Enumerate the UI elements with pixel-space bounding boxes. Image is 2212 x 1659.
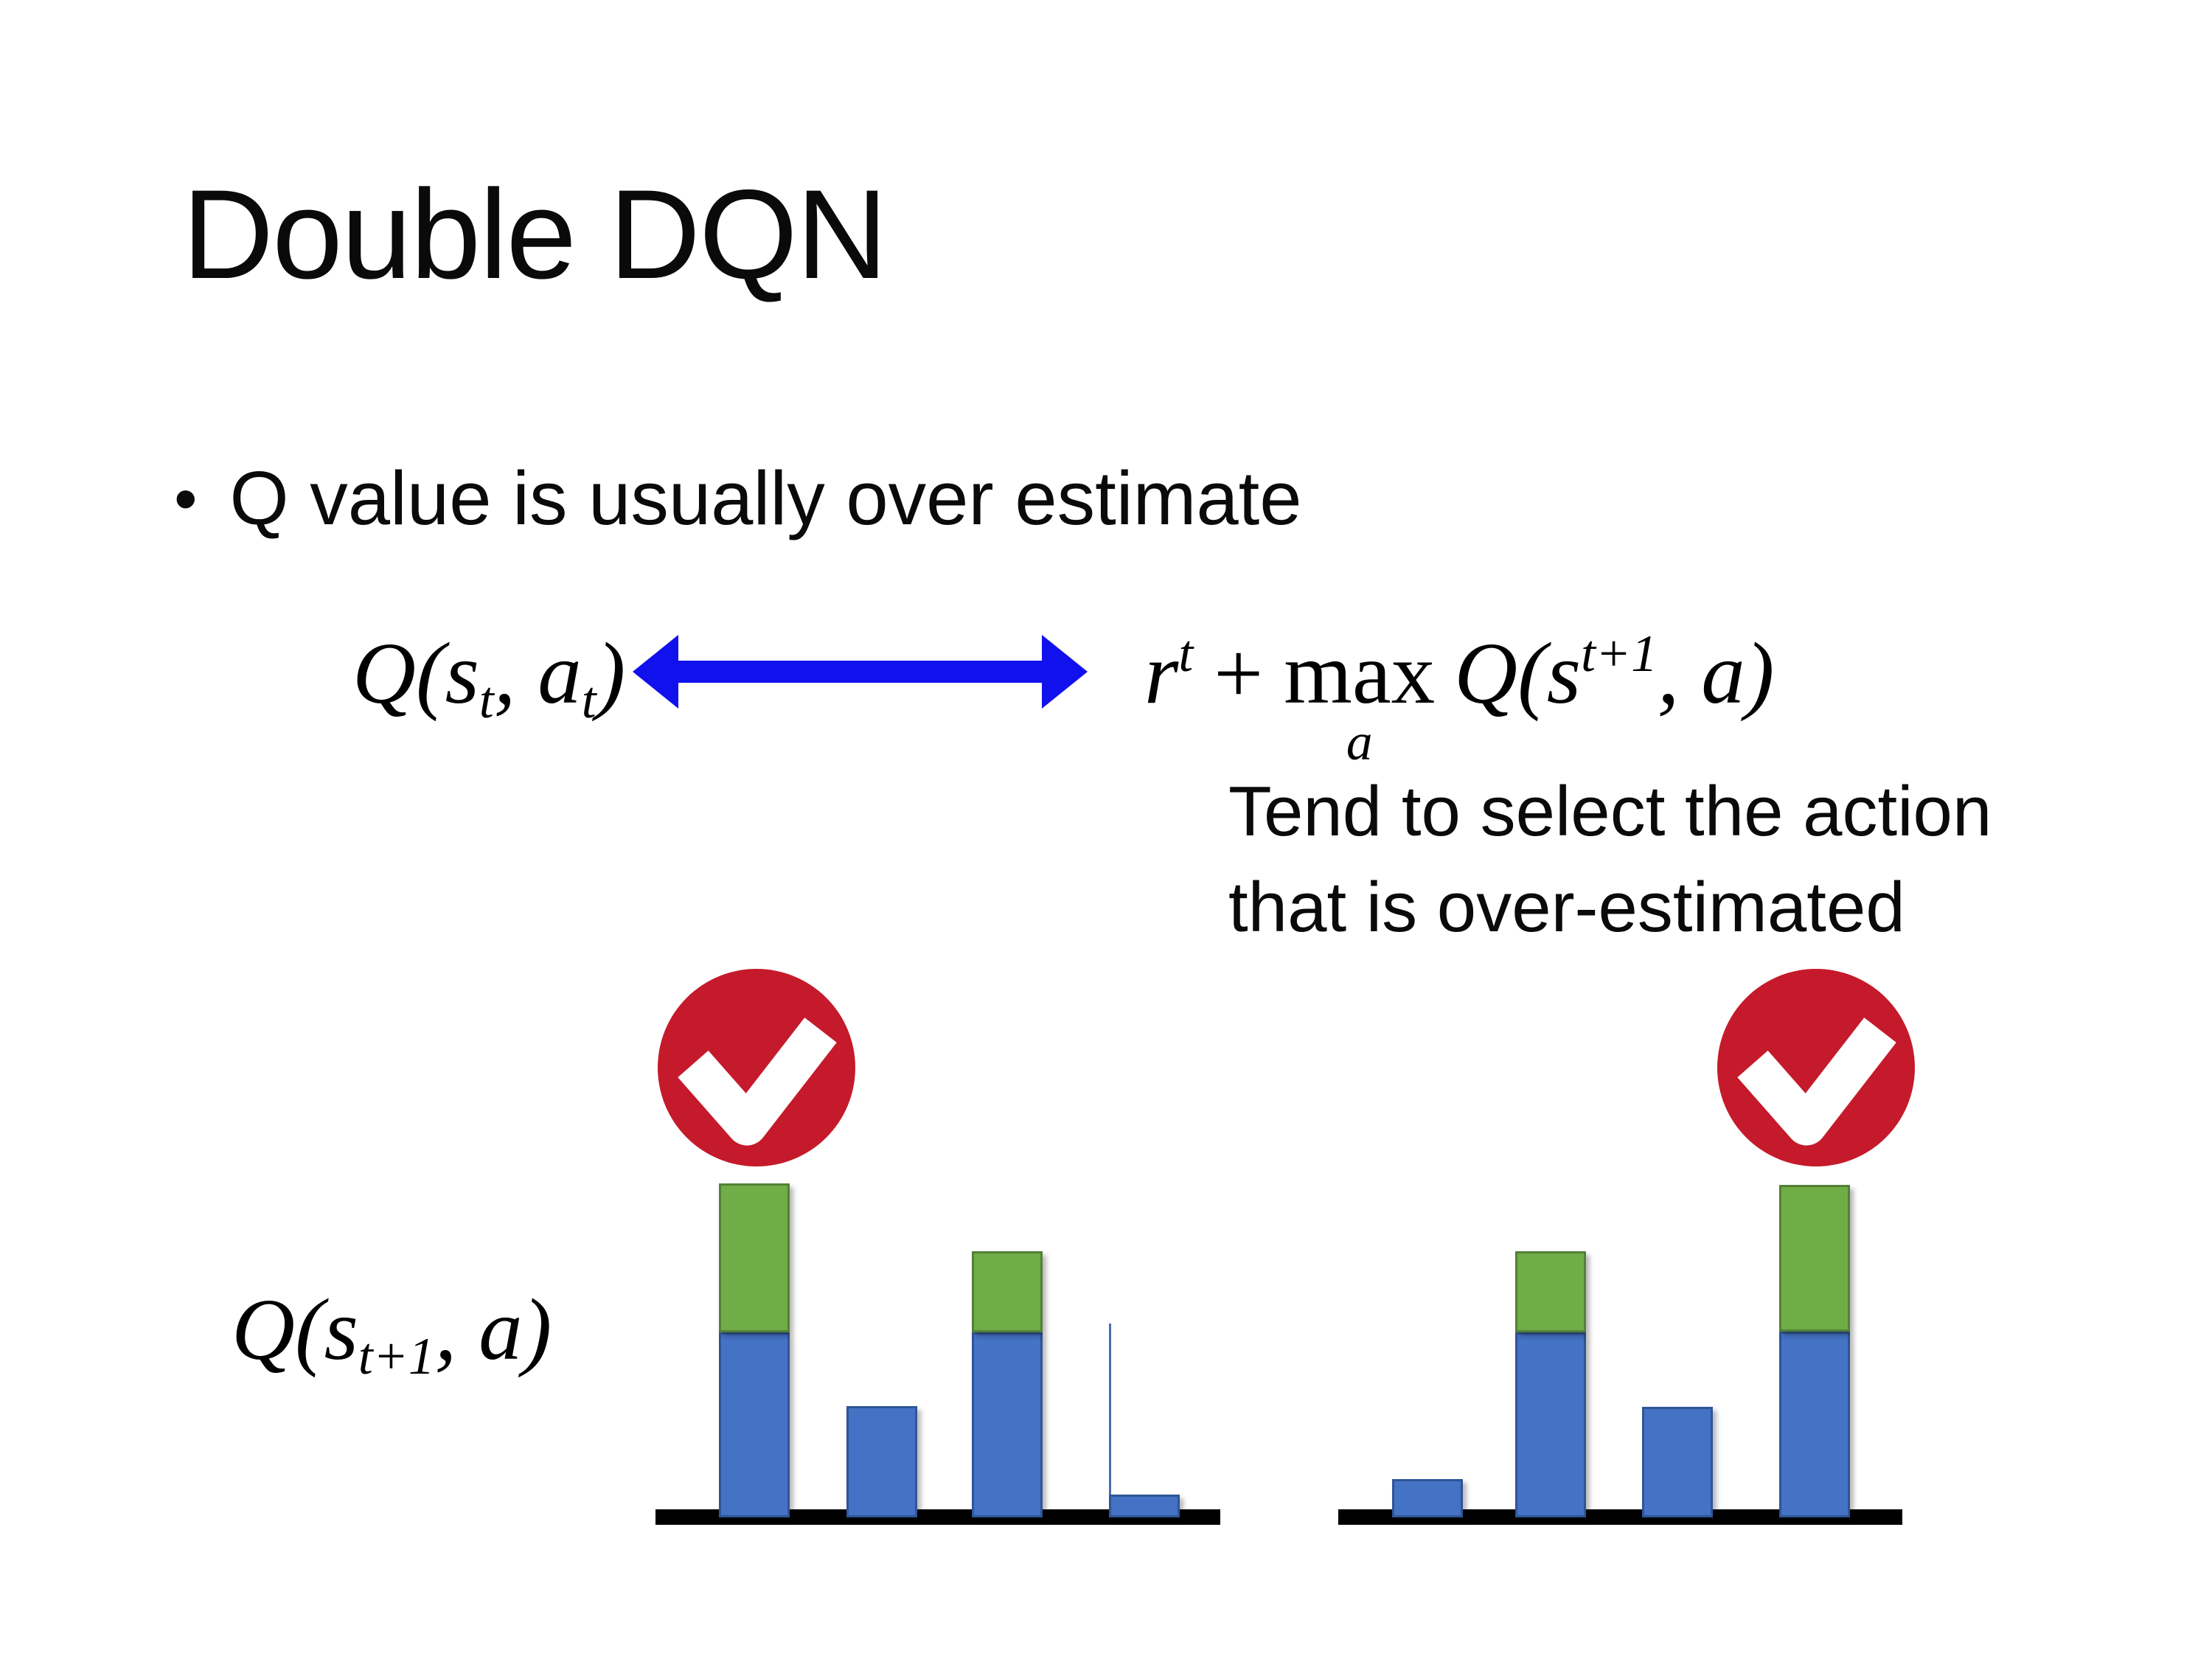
max-label: max (1284, 625, 1436, 722)
page-title: Double DQN (182, 164, 888, 305)
math-token: , a (1657, 625, 1745, 722)
subscript: t+1 (1581, 625, 1658, 683)
leftover-bar-edge-line (1109, 1324, 1111, 1495)
double-arrow-shape (633, 635, 1088, 709)
bar-segment-blue (1515, 1332, 1586, 1517)
annotation-text: Tend to select the action that is over-e… (1228, 764, 1992, 955)
bar-segment-blue (972, 1332, 1043, 1517)
bar-segment-blue (846, 1406, 917, 1517)
math-token: , a (434, 1281, 523, 1378)
bullet-marker: • (174, 462, 198, 536)
formula-q-current: Q(st, at) (352, 625, 625, 730)
subscript: t (479, 670, 494, 729)
bar-segment-blue (1392, 1479, 1463, 1517)
max-operator: max a (1284, 625, 1435, 768)
annotation-line-1: Tend to select the action (1228, 772, 1992, 851)
x-axis-line (1338, 1509, 1902, 1525)
max-subscript: a (1346, 712, 1373, 771)
bullet-text: Q value is usually over estimate (229, 456, 1302, 540)
bar-segment-green (1779, 1185, 1850, 1332)
math-token: ) (596, 625, 626, 722)
q-value-bar-chart-left (655, 1176, 1220, 1530)
bar-segment-green (719, 1183, 790, 1332)
math-token: ) (1745, 625, 1775, 722)
bar-segment-green (1515, 1251, 1586, 1332)
math-token: Q(s (232, 1281, 358, 1378)
math-token: r (1144, 625, 1179, 722)
bar-segment-blue (1642, 1407, 1713, 1517)
subscript: t+1 (358, 1326, 435, 1385)
q-value-bar-chart-right (1338, 1176, 1902, 1530)
math-token: Q(s (1454, 625, 1582, 722)
annotation-line-2: that is over-estimated (1228, 867, 1905, 947)
check-mark (678, 1018, 837, 1146)
check-circle (658, 969, 855, 1166)
bar-segment-blue (1779, 1332, 1850, 1517)
subscript: t (1178, 625, 1194, 683)
subscript: t (581, 670, 597, 729)
bar-segment-blue (1109, 1495, 1180, 1517)
plus-operator: + (1214, 625, 1264, 722)
x-axis-line (655, 1509, 1220, 1525)
math-token: Q(s (352, 625, 479, 722)
check-mark (1737, 1018, 1896, 1146)
check-icon (658, 969, 855, 1166)
bullet-item: • Q value is usually over estimate (174, 451, 1302, 548)
check-circle (1717, 969, 1915, 1166)
math-token: ) (522, 1281, 552, 1378)
bar-segment-blue (719, 1332, 790, 1517)
q-next-state-label: Q(st+1, a) (232, 1281, 552, 1386)
check-icon (1717, 969, 1915, 1166)
math-token: , a (493, 625, 582, 722)
double-arrow-icon (633, 635, 1088, 709)
bar-segment-green (972, 1251, 1043, 1332)
